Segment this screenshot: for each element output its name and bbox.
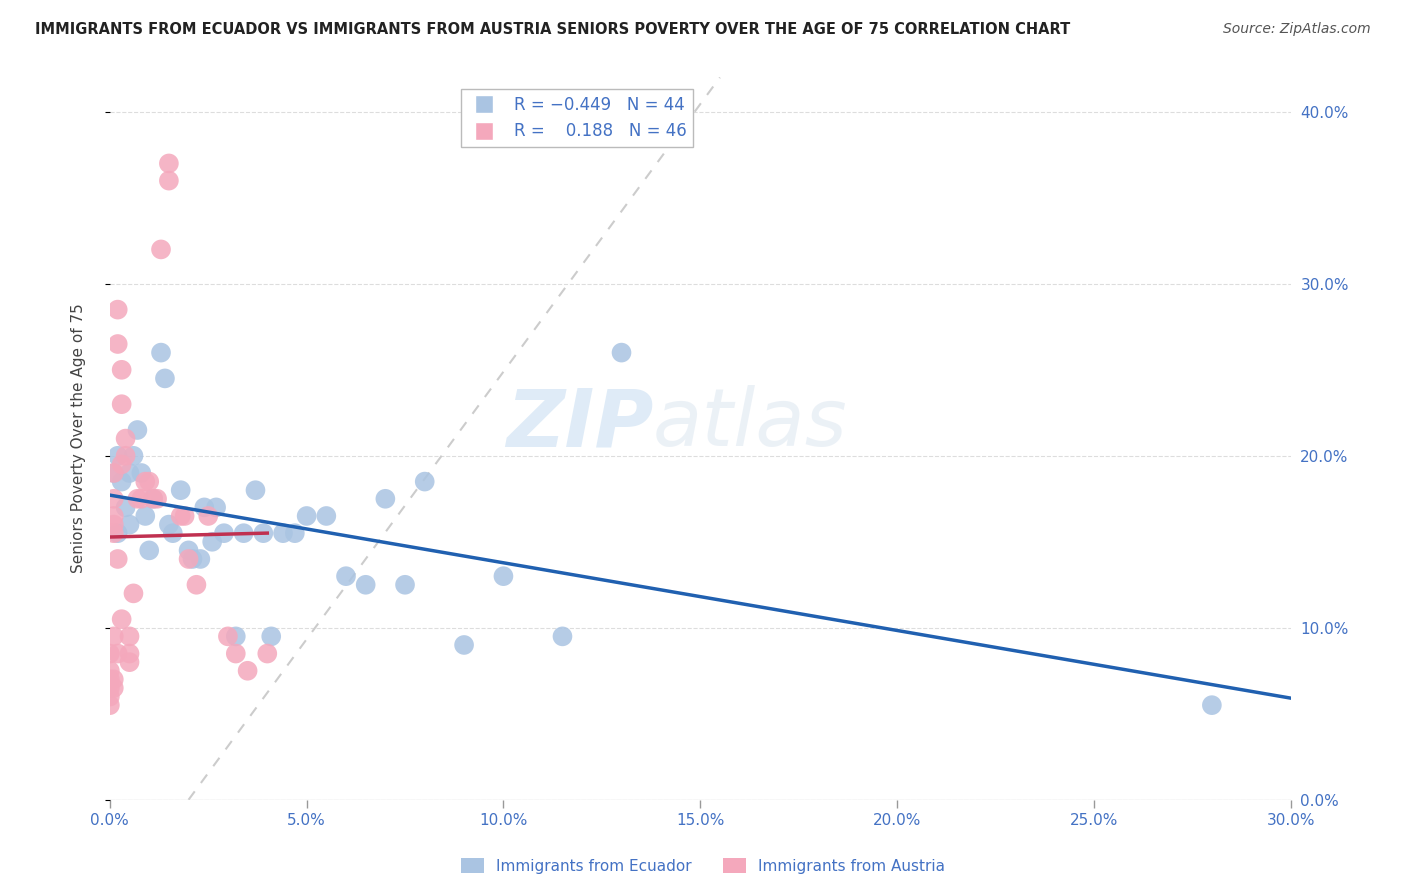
Point — [177, 543, 200, 558]
Point — [103, 466, 125, 480]
Point — [197, 508, 219, 523]
Point — [150, 345, 173, 359]
Point — [98, 681, 121, 695]
Point — [1201, 698, 1223, 713]
Point — [131, 466, 153, 480]
Point — [236, 664, 259, 678]
Point — [162, 526, 184, 541]
Point — [111, 397, 134, 411]
Point — [131, 491, 153, 506]
Point — [122, 449, 145, 463]
Point — [118, 517, 141, 532]
Text: Source: ZipAtlas.com: Source: ZipAtlas.com — [1223, 22, 1371, 37]
Point — [256, 647, 278, 661]
Point — [103, 526, 125, 541]
Point — [138, 475, 160, 489]
Point — [201, 534, 224, 549]
Point — [212, 526, 235, 541]
Point — [146, 491, 169, 506]
Point — [271, 526, 294, 541]
Point — [190, 552, 212, 566]
Text: IMMIGRANTS FROM ECUADOR VS IMMIGRANTS FROM AUSTRIA SENIORS POVERTY OVER THE AGE : IMMIGRANTS FROM ECUADOR VS IMMIGRANTS FR… — [35, 22, 1070, 37]
Point — [150, 243, 173, 257]
Point — [127, 491, 149, 506]
Point — [181, 552, 204, 566]
Point — [114, 432, 136, 446]
Point — [260, 629, 283, 643]
Point — [118, 655, 141, 669]
Point — [98, 664, 121, 678]
Point — [98, 647, 121, 661]
Point — [111, 458, 134, 472]
Point — [295, 508, 318, 523]
Point — [153, 371, 176, 385]
Point — [103, 466, 125, 480]
Point — [394, 578, 416, 592]
Point — [142, 491, 165, 506]
Point — [98, 690, 121, 704]
Point — [374, 491, 396, 506]
Point — [157, 173, 180, 187]
Point — [111, 363, 134, 377]
Point — [111, 612, 134, 626]
Point — [107, 337, 129, 351]
Point — [413, 475, 436, 489]
Point — [103, 517, 125, 532]
Point — [118, 466, 141, 480]
Y-axis label: Seniors Poverty Over the Age of 75: Seniors Poverty Over the Age of 75 — [72, 303, 86, 574]
Point — [98, 673, 121, 687]
Point — [107, 526, 129, 541]
Point — [205, 500, 228, 515]
Point — [134, 475, 156, 489]
Point — [284, 526, 307, 541]
Point — [225, 629, 247, 643]
Point — [232, 526, 254, 541]
Point — [107, 302, 129, 317]
Text: ZIP: ZIP — [506, 385, 652, 463]
Point — [142, 491, 165, 506]
Point — [107, 647, 129, 661]
Point — [103, 673, 125, 687]
Point — [335, 569, 357, 583]
Point — [217, 629, 239, 643]
Point — [453, 638, 475, 652]
Legend: R = −0.449   N = 44, R =    0.188   N = 46: R = −0.449 N = 44, R = 0.188 N = 46 — [461, 89, 693, 147]
Point — [186, 578, 208, 592]
Point — [114, 449, 136, 463]
Point — [610, 345, 633, 359]
Point — [114, 500, 136, 515]
Point — [173, 508, 195, 523]
Point — [98, 698, 121, 713]
Point — [103, 491, 125, 506]
Point — [118, 629, 141, 643]
Point — [170, 483, 193, 498]
Point — [103, 629, 125, 643]
Point — [245, 483, 267, 498]
Point — [107, 449, 129, 463]
Point — [103, 681, 125, 695]
Point — [551, 629, 574, 643]
Point — [225, 647, 247, 661]
Text: atlas: atlas — [652, 385, 848, 463]
Point — [315, 508, 337, 523]
Point — [127, 423, 149, 437]
Point — [111, 475, 134, 489]
Point — [118, 647, 141, 661]
Point — [134, 508, 156, 523]
Point — [252, 526, 274, 541]
Point — [157, 156, 180, 170]
Point — [103, 508, 125, 523]
Point — [193, 500, 215, 515]
Point — [107, 552, 129, 566]
Point — [492, 569, 515, 583]
Point — [177, 552, 200, 566]
Point — [157, 517, 180, 532]
Legend: Immigrants from Ecuador, Immigrants from Austria: Immigrants from Ecuador, Immigrants from… — [456, 852, 950, 880]
Point — [122, 586, 145, 600]
Point — [138, 543, 160, 558]
Point — [170, 508, 193, 523]
Point — [354, 578, 377, 592]
